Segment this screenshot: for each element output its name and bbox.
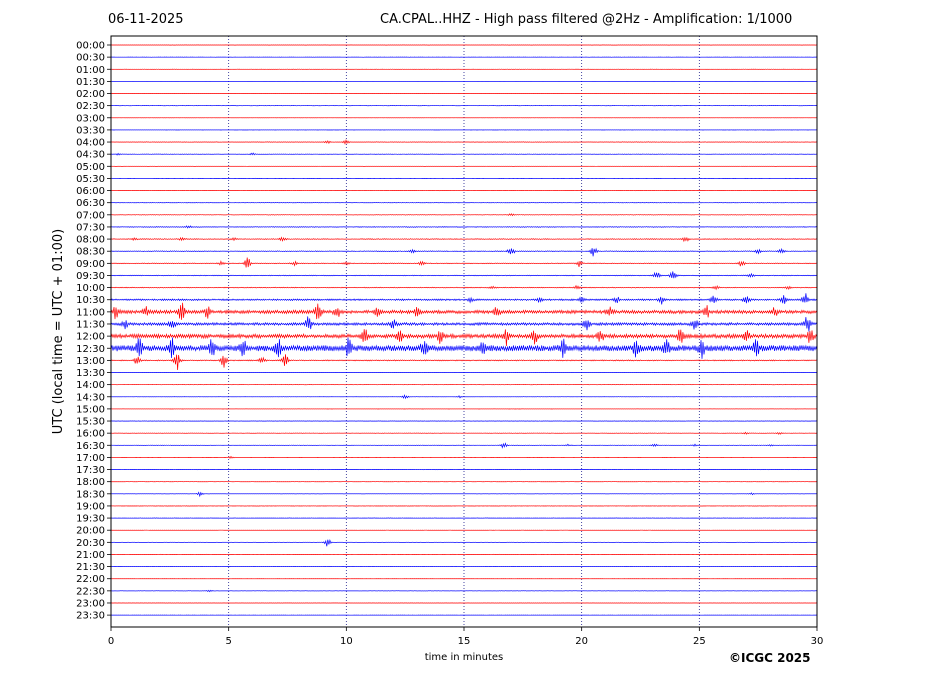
y-tick-label: 14:00 bbox=[76, 380, 105, 391]
y-tick-label: 21:00 bbox=[76, 550, 105, 561]
y-tick-label: 08:30 bbox=[76, 247, 105, 258]
y-tick-label: 23:30 bbox=[76, 611, 105, 622]
y-tick-label: 03:30 bbox=[76, 125, 105, 136]
y-tick-label: 16:00 bbox=[76, 429, 105, 440]
trace-0700 bbox=[110, 213, 818, 217]
y-tick-label: 03:00 bbox=[76, 113, 105, 124]
trace-1300 bbox=[110, 354, 818, 371]
y-tick-label: 02:30 bbox=[76, 101, 105, 112]
y-tick-label: 13:30 bbox=[76, 368, 105, 379]
x-tick-label: 0 bbox=[108, 636, 114, 647]
chart-date: 06-11-2025 bbox=[108, 12, 184, 27]
y-tick-label: 12:00 bbox=[76, 332, 105, 343]
trace-0400 bbox=[110, 139, 818, 145]
x-tick-label: 25 bbox=[693, 636, 706, 647]
y-tick-label: 08:00 bbox=[76, 235, 105, 246]
trace-0430 bbox=[110, 152, 818, 156]
y-tick-label: 06:30 bbox=[76, 198, 105, 209]
y-tick-label: 15:30 bbox=[76, 417, 105, 428]
x-axis-label: time in minutes bbox=[425, 652, 504, 663]
y-tick-label: 18:30 bbox=[76, 489, 105, 500]
y-tick-label: 02:00 bbox=[76, 89, 105, 100]
y-tick-label: 17:00 bbox=[76, 453, 105, 464]
trace-1600 bbox=[110, 431, 818, 435]
y-tick-label: 11:00 bbox=[76, 307, 105, 318]
y-tick-label: 14:30 bbox=[76, 392, 105, 403]
y-tick-label: 04:30 bbox=[76, 150, 105, 161]
y-tick-label: 11:30 bbox=[76, 319, 105, 330]
y-tick-label: 19:30 bbox=[76, 514, 105, 525]
y-tick-label: 05:00 bbox=[76, 162, 105, 173]
x-tick-label: 30 bbox=[811, 636, 824, 647]
y-axis-label: UTC (local time = UTC + 01:00) bbox=[51, 229, 66, 434]
y-tick-label: 17:30 bbox=[76, 465, 105, 476]
y-tick-label: 20:30 bbox=[76, 538, 105, 549]
x-tick-label: 20 bbox=[575, 636, 588, 647]
trace-1100 bbox=[110, 302, 818, 320]
y-tick-label: 00:00 bbox=[76, 41, 105, 52]
trace-1130 bbox=[110, 316, 818, 332]
trace-1000 bbox=[110, 284, 818, 291]
trace-0730 bbox=[110, 225, 818, 229]
y-tick-label: 19:00 bbox=[76, 501, 105, 512]
x-tick-label: 5 bbox=[225, 636, 231, 647]
y-tick-label: 23:00 bbox=[76, 598, 105, 609]
y-tick-label: 06:00 bbox=[76, 186, 105, 197]
seismic-traces bbox=[110, 44, 818, 616]
y-tick-label: 01:30 bbox=[76, 77, 105, 88]
y-tick-label: 15:00 bbox=[76, 404, 105, 415]
y-tick-label: 18:00 bbox=[76, 477, 105, 488]
y-tick-label: 10:30 bbox=[76, 295, 105, 306]
trace-1830 bbox=[110, 491, 818, 498]
y-axis-ticks: 00:0000:3001:0001:3002:0002:3003:0003:30… bbox=[76, 41, 111, 622]
trace-1230 bbox=[110, 337, 818, 359]
y-tick-label: 16:30 bbox=[76, 441, 105, 452]
y-tick-label: 22:00 bbox=[76, 574, 105, 585]
y-tick-label: 07:30 bbox=[76, 222, 105, 233]
x-tick-label: 10 bbox=[340, 636, 353, 647]
y-tick-label: 09:00 bbox=[76, 259, 105, 270]
x-tick-label: 15 bbox=[458, 636, 471, 647]
y-tick-label: 07:00 bbox=[76, 210, 105, 221]
y-tick-label: 12:30 bbox=[76, 344, 105, 355]
y-tick-label: 09:30 bbox=[76, 271, 105, 282]
y-tick-label: 13:00 bbox=[76, 356, 105, 367]
trace-1630 bbox=[110, 442, 818, 449]
y-tick-label: 05:30 bbox=[76, 174, 105, 185]
trace-2230 bbox=[110, 589, 818, 593]
copyright-notice: ©ICGC 2025 bbox=[729, 651, 811, 665]
x-axis-ticks: 0 5 10 15 20 25 30 bbox=[108, 627, 824, 647]
y-tick-label: 01:00 bbox=[76, 65, 105, 76]
trace-1200 bbox=[110, 329, 818, 347]
y-tick-label: 21:30 bbox=[76, 562, 105, 573]
trace-0900 bbox=[110, 257, 818, 268]
vertical-gridlines bbox=[228, 36, 700, 627]
plot-frame bbox=[110, 35, 818, 628]
trace-1030 bbox=[110, 293, 818, 305]
trace-0930 bbox=[110, 271, 818, 279]
y-tick-label: 20:00 bbox=[76, 526, 105, 537]
y-tick-label: 10:00 bbox=[76, 283, 105, 294]
trace-0830 bbox=[110, 247, 818, 257]
y-tick-label: 22:30 bbox=[76, 586, 105, 597]
trace-1430 bbox=[110, 394, 818, 400]
trace-1700 bbox=[110, 455, 818, 459]
y-tick-label: 04:00 bbox=[76, 138, 105, 149]
chart-title: CA.CPAL..HHZ - High pass filtered @2Hz -… bbox=[380, 12, 793, 27]
trace-2030 bbox=[110, 539, 818, 547]
y-tick-label: 00:30 bbox=[76, 53, 105, 64]
trace-0800 bbox=[110, 236, 818, 243]
